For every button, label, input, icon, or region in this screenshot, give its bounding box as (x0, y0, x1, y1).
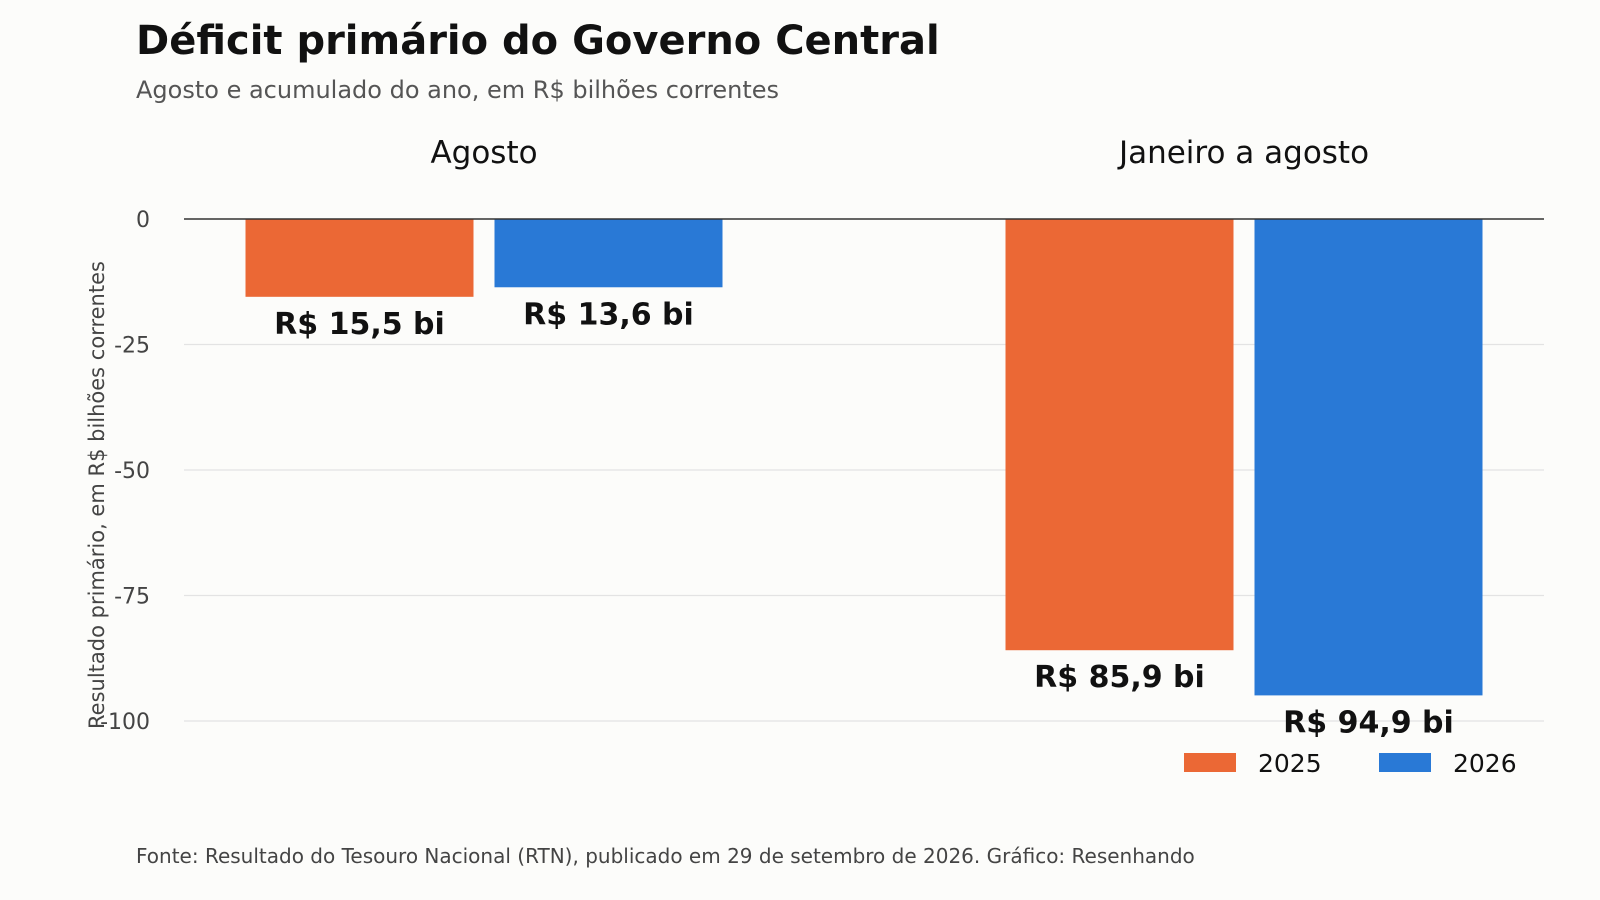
panel-label: Agosto (430, 135, 537, 171)
legend: 2025 2026 (1184, 749, 1517, 778)
y-tick-label: -100 (100, 710, 150, 735)
y-axis-ticks: 0 -25 -50 -75 -100 (100, 208, 150, 735)
legend-swatch-2026 (1379, 753, 1431, 772)
y-tick-label: -25 (114, 334, 150, 359)
source-note: Fonte: Resultado do Tesouro Nacional (RT… (136, 844, 1195, 868)
y-axis-label: Resultado primário, em R$ bilhões corren… (85, 261, 109, 729)
y-tick-label: 0 (136, 208, 150, 233)
data-labels: R$ 15,5 bi R$ 13,6 bi R$ 85,9 bi R$ 94,9 bi (274, 297, 1454, 740)
legend-label: 2026 (1453, 749, 1517, 778)
chart-subtitle: Agosto e acumulado do ano, em R$ bilhões… (136, 76, 780, 104)
bar-2025 (1005, 219, 1234, 651)
panel-labels: Agosto Janeiro a agosto (430, 135, 1369, 171)
y-tick-label: -50 (114, 459, 150, 484)
legend-label: 2025 (1258, 749, 1322, 778)
bars (245, 219, 1483, 696)
data-label: R$ 94,9 bi (1283, 705, 1454, 740)
panel-label: Janeiro a agosto (1117, 135, 1369, 171)
data-label: R$ 15,5 bi (274, 307, 445, 342)
data-label: R$ 85,9 bi (1034, 660, 1205, 695)
bar-2026 (1254, 219, 1483, 696)
data-label: R$ 13,6 bi (523, 297, 694, 332)
bar-2026 (494, 219, 723, 288)
chart-title: Déficit primário do Governo Central (136, 18, 940, 64)
legend-swatch-2025 (1184, 753, 1236, 772)
y-tick-label: -75 (114, 585, 150, 610)
bar-2025 (245, 219, 474, 297)
